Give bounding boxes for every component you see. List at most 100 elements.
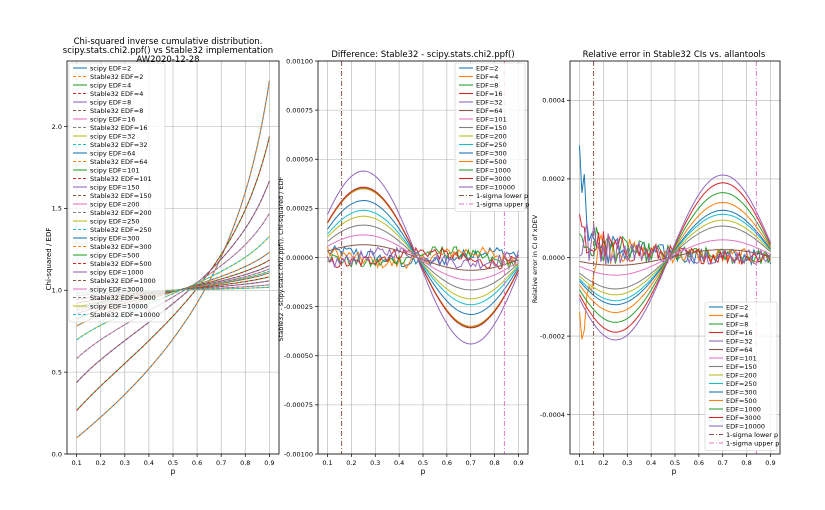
x-tick-label: 0.5 (418, 459, 428, 467)
legend-label: Stable32 EDF=4 (90, 90, 143, 98)
x-tick-label: 0.5 (670, 459, 680, 467)
legend-label: Stable32 EDF=101 (90, 175, 152, 183)
x-tick-label: 0.6 (192, 459, 202, 467)
legend-label: EDF=2 (726, 303, 748, 311)
y-tick-label: -0.00025 (284, 303, 313, 311)
legend-label: EDF=150 (476, 124, 507, 132)
y-tick-label: 1.5 (52, 205, 62, 213)
legend-label: EDF=101 (726, 354, 757, 362)
series-line-edf-16 (327, 246, 519, 270)
panel0-x-ticks: 0.1 0.2 0.3 0.4 0.5 0.6 0.7 0.8 0.9 (71, 454, 275, 467)
legend-label: EDF=101 (476, 115, 507, 123)
x-tick-label: 0.5 (168, 459, 178, 467)
panel2-title: Relative error in Stable32 CIs vs. allan… (583, 50, 766, 60)
y-tick-label: -0.00050 (284, 352, 313, 360)
x-tick-label: 0.4 (144, 459, 154, 467)
y-tick-label: 0.5 (52, 368, 62, 376)
x-tick-label: 0.7 (466, 459, 476, 467)
x-tick-label: 0.3 (120, 459, 130, 467)
x-tick-label: 0.3 (370, 459, 380, 467)
legend-label: Stable32 EDF=3000 (90, 294, 156, 302)
panel0-ylabel: Chi-squared / EDF (45, 228, 53, 291)
legend-label: 1-sigma upper p (476, 200, 529, 208)
legend-label: Stable32 EDF=200 (90, 209, 152, 217)
x-tick-label: 0.2 (598, 459, 608, 467)
legend-label: scipy EDF=4 (90, 81, 131, 89)
x-tick-label: 0.3 (622, 459, 632, 467)
legend-label: scipy EDF=1000 (90, 268, 144, 276)
panel1-frame (317, 60, 529, 455)
chi-squared-panel: Chi-squared inverse cumulative distribut… (45, 37, 280, 476)
legend-label: EDF=32 (726, 337, 753, 345)
series-line-stable32-edf-2 (76, 80, 270, 439)
panel0-title-line3: AW2020-12-28 (136, 55, 199, 65)
legend-label: EDF=200 (476, 132, 507, 140)
y-tick-label: 0.0 (52, 450, 62, 458)
series-line-stable32-edf-16 (76, 212, 270, 359)
legend-label: Stable32 EDF=1000 (90, 277, 156, 285)
x-tick-label: 0.1 (71, 459, 81, 467)
legend-label: EDF=300 (726, 388, 757, 396)
y-tick-label: -0.00075 (284, 401, 313, 409)
legend-label: Stable32 EDF=250 (90, 226, 152, 234)
legend-label: scipy EDF=64 (90, 149, 135, 157)
series-line-edf-8 (327, 245, 519, 271)
panel2-x-ticks: 0.1 0.2 0.3 0.4 0.5 0.6 0.7 0.8 0.9 (574, 454, 776, 467)
panel0-frame (66, 60, 280, 455)
x-tick-label: 0.8 (741, 459, 751, 467)
x-tick-label: 0.1 (574, 459, 584, 467)
x-tick-label: 0.7 (718, 459, 728, 467)
y-tick-label: 1.0 (52, 287, 62, 295)
series-line-edf-10000 (327, 170, 519, 345)
series-line-edf-1000 (579, 192, 771, 323)
legend-label: Stable32 EDF=10000 (90, 311, 160, 319)
panel0-title-line1: Chi-squared inverse cumulative distribut… (74, 37, 263, 47)
legend-label: Stable32 EDF=500 (90, 260, 152, 268)
legend-label: Stable32 EDF=32 (90, 141, 148, 149)
x-tick-label: 0.2 (96, 459, 106, 467)
y-tick-label: 0.00000 (286, 254, 313, 262)
relative-error-panel: Relative error in Stable32 CIs vs. allan… (531, 50, 781, 476)
y-tick-label: 0.0004 (542, 97, 565, 105)
y-tick-label: -0.0004 (540, 411, 565, 419)
panel0-xlabel: p (171, 467, 176, 476)
legend-label: EDF=500 (726, 397, 757, 405)
legend-label: EDF=250 (476, 141, 507, 149)
legend-label: scipy EDF=10000 (90, 302, 148, 310)
series-line-edf-101 (327, 234, 519, 281)
x-tick-label: 0.9 (765, 459, 775, 467)
y-tick-label: 0.00025 (286, 205, 313, 213)
x-tick-label: 0.4 (646, 459, 656, 467)
legend-label: EDF=300 (476, 149, 507, 157)
legend-label: EDF=4 (476, 73, 498, 81)
x-tick-label: 0.7 (216, 459, 226, 467)
legend-label: EDF=8 (726, 320, 748, 328)
panel2-legend: EDF=2EDF=4EDF=8EDF=16EDF=32EDF=64EDF=101… (704, 301, 779, 451)
series-line-edf-64 (327, 244, 519, 271)
x-tick-label: 0.4 (394, 459, 404, 467)
legend-label: 1-sigma lower p (726, 431, 778, 439)
series-line-edf-200 (579, 219, 771, 296)
y-tick-label: 0.00050 (286, 156, 313, 164)
legend-label: Stable32 EDF=150 (90, 192, 152, 200)
x-tick-label: 0.8 (489, 459, 499, 467)
legend-label: EDF=3000 (726, 414, 761, 422)
legend-label: EDF=16 (726, 329, 753, 337)
y-tick-label: 0.0002 (542, 175, 565, 183)
x-tick-label: 0.9 (264, 459, 274, 467)
panel1-y-ticks: -0.00100 -0.00075 -0.00050 -0.00025 0.00000 0… (284, 57, 318, 458)
series-line-stable32-edf-8 (76, 180, 270, 383)
series-line-edf-250 (327, 209, 519, 306)
legend-label: EDF=3000 (476, 175, 511, 183)
legend-label: scipy EDF=2 (90, 64, 131, 72)
legend-label: Stable32 EDF=64 (90, 158, 148, 166)
y-tick-label: 2.0 (52, 123, 62, 131)
legend-label: 1-sigma lower p (476, 192, 528, 200)
legend-label: scipy EDF=200 (90, 200, 140, 208)
panel1-x-ticks: 0.1 0.2 0.3 0.4 0.5 0.6 0.7 0.8 0.9 (322, 454, 524, 467)
legend-label: scipy EDF=8 (90, 98, 131, 106)
panel2-ylabel: Relative error in CI of xDEV (531, 214, 539, 303)
legend-label: EDF=250 (726, 380, 757, 388)
